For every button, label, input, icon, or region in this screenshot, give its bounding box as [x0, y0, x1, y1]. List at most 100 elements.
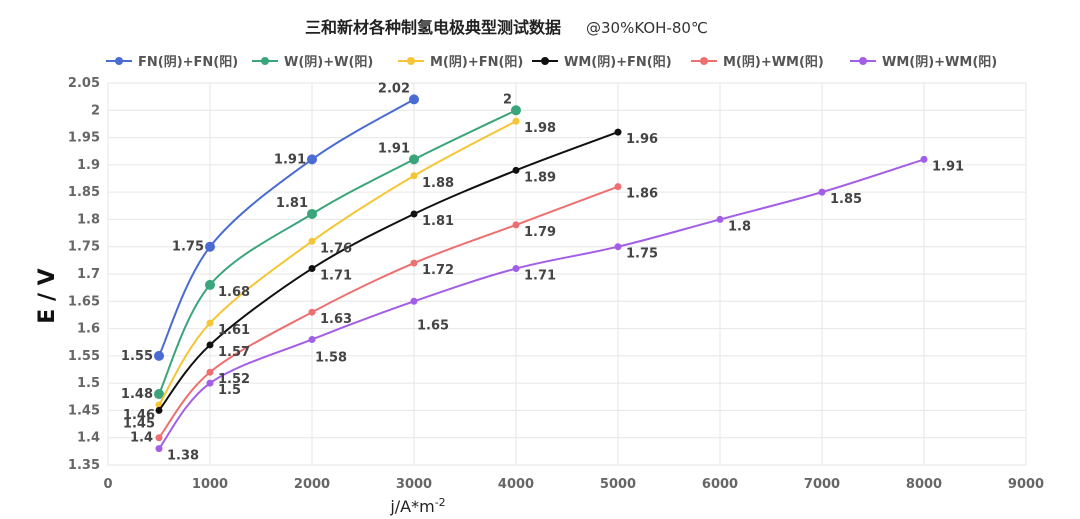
data-point [410, 172, 418, 180]
data-label: 2 [503, 92, 512, 107]
y-tick-label: 1.7 [77, 267, 100, 282]
y-tick-label: 1.85 [68, 185, 100, 200]
data-label: 1.71 [524, 269, 556, 284]
y-tick-label: 1.9 [77, 158, 100, 173]
data-point [308, 308, 316, 316]
legend-label: M(阴)+WM(阳) [723, 55, 824, 70]
y-tick-label: 1.35 [68, 458, 100, 473]
y-tick-label: 1.4 [77, 431, 100, 446]
data-point [205, 241, 215, 252]
x-tick-label: 2000 [294, 477, 330, 492]
x-tick-label: 6000 [702, 477, 738, 492]
legend-item: W(阴)+W(阳) [252, 55, 373, 70]
legend-marker [541, 57, 549, 65]
data-label: 1.88 [422, 176, 454, 191]
legend-marker [115, 57, 123, 65]
data-label: 1.91 [378, 141, 410, 156]
data-label: 1.86 [626, 187, 658, 202]
data-label: 2.02 [378, 81, 410, 96]
data-point [614, 128, 622, 136]
data-label: 1.52 [218, 372, 250, 387]
data-point [206, 368, 214, 376]
y-tick-label: 2.05 [68, 76, 100, 91]
chart-subtitle: @30%KOH-80℃ [586, 19, 708, 37]
series-6 [155, 155, 928, 453]
data-point [206, 379, 214, 387]
legend-item: M(阴)+FN(阳) [398, 55, 523, 70]
data-point [155, 445, 163, 453]
data-point [920, 155, 928, 163]
series-3 [155, 117, 520, 409]
data-point [511, 105, 521, 116]
legend: FN(阴)+FN(阳) W(阴)+W(阳) M(阴)+FN(阳) WM(阴)+FN(阳… [106, 55, 997, 70]
data-point [512, 221, 520, 229]
series-2 [154, 105, 521, 400]
y-axis-ticks: 1.35 1.4 1.45 1.5 1.55 1.6 1.65 1.7 1.75 1.8 1.85 1… [68, 76, 100, 473]
series-group [154, 94, 928, 453]
data-point [205, 279, 215, 290]
data-label: 1.48 [121, 387, 153, 402]
data-label: 1.75 [626, 247, 658, 262]
x-tick-label: 1000 [192, 477, 228, 492]
data-label: 1.55 [121, 349, 153, 364]
data-label: 1.72 [422, 263, 454, 278]
data-point [206, 341, 214, 349]
data-label: 1.46 [123, 408, 155, 423]
grid [107, 82, 1027, 466]
legend-item: WM(阴)+WM(阳) [850, 55, 997, 70]
x-axis-label-main: j/A*m [389, 497, 434, 516]
y-tick-label: 1.65 [68, 294, 100, 309]
data-label: 1.91 [932, 159, 964, 174]
data-label: 1.45 [123, 416, 155, 431]
legend-marker [700, 57, 708, 65]
data-point [154, 389, 164, 400]
data-point [206, 319, 214, 327]
y-tick-label: 1.5 [77, 376, 100, 391]
series-line [158, 98, 415, 357]
y-tick-label: 1.55 [68, 349, 100, 364]
legend-item: WM(阴)+FN(阳) [532, 55, 672, 70]
data-point [614, 243, 622, 251]
y-axis-label: E / V [35, 268, 60, 323]
legend-marker [859, 57, 867, 65]
chart-title: 三和新材各种制氢电极典型测试数据 [305, 18, 561, 37]
data-point [308, 237, 316, 245]
data-point [154, 350, 164, 361]
x-tick-label: 7000 [804, 477, 840, 492]
legend-marker [261, 57, 269, 65]
data-point [409, 94, 419, 105]
legend-item: M(阴)+WM(阳) [691, 55, 824, 70]
x-tick-label: 0 [103, 477, 112, 492]
y-tick-label: 1.75 [68, 240, 100, 255]
y-tick-label: 1.8 [77, 212, 100, 227]
legend-label: M(阴)+FN(阳) [430, 55, 523, 70]
data-point [512, 265, 520, 273]
legend-label: W(阴)+W(阳) [284, 55, 373, 70]
data-label: 1.81 [276, 196, 308, 211]
data-label: 1.76 [320, 241, 352, 256]
x-axis-label: j/A*m-2 [389, 496, 445, 516]
data-point [409, 154, 419, 165]
y-tick-label: 1.6 [77, 322, 100, 337]
data-label: 1.65 [417, 318, 449, 333]
data-point [308, 335, 316, 343]
data-label: 1.75 [172, 240, 204, 255]
x-axis-ticks: 0 1000 2000 3000 4000 5000 6000 7000 8000 9000 [103, 477, 1044, 492]
data-point [818, 188, 826, 196]
x-tick-label: 4000 [498, 477, 534, 492]
legend-label: WM(阴)+WM(阳) [882, 55, 997, 70]
x-axis-label-sup: -2 [435, 496, 446, 509]
data-labels: 1.55 1.75 1.91 2.02 1.48 1.68 1.81 1.91 2 1.46 1.6… [121, 81, 964, 463]
data-point [512, 117, 520, 125]
data-point [308, 265, 316, 273]
data-label: 1.8 [728, 219, 751, 234]
data-label: 1.85 [830, 192, 862, 207]
data-point [410, 297, 418, 305]
data-label: 1.89 [524, 170, 556, 185]
data-label: 1.38 [167, 449, 199, 464]
legend-label: FN(阴)+FN(阳) [138, 55, 238, 70]
legend-marker [407, 57, 415, 65]
data-label: 1.68 [218, 285, 250, 300]
x-tick-label: 8000 [906, 477, 942, 492]
